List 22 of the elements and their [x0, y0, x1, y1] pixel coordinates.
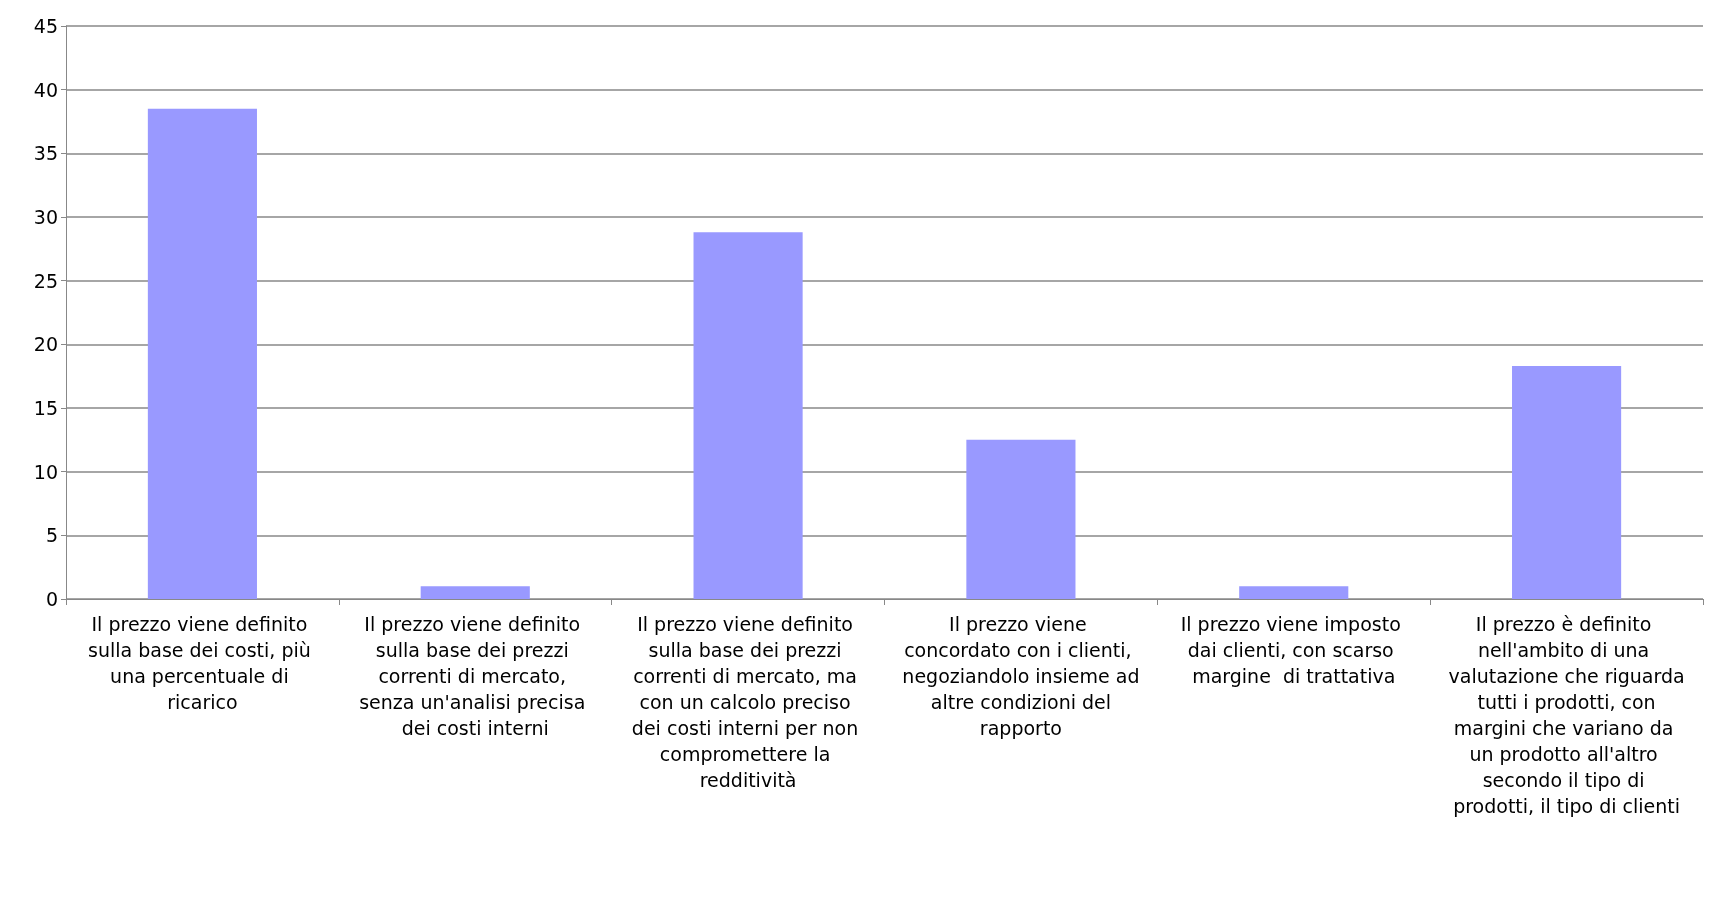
- x-tick-label: Il prezzo viene definito sulla base dei costi, più una percentuale di ricarico: [88, 613, 317, 713]
- y-tick-label: 25: [33, 269, 58, 292]
- y-tick-label: 35: [33, 142, 58, 165]
- y-tick-label: 0: [45, 588, 58, 610]
- bar: [147, 108, 257, 599]
- bar: [693, 232, 803, 599]
- y-tick-label: 15: [33, 397, 58, 419]
- bar: [420, 586, 530, 599]
- x-tick-label: Il prezzo viene concordato con i clienti, negoziandolo insieme ad altre condizioni del rapporto: [902, 613, 1140, 739]
- x-tick-label: Il prezzo viene definito sulla base dei prezzi correnti di mercato, senza un'analisi precisa dei costi interni: [359, 613, 592, 739]
- bar: [1239, 586, 1349, 599]
- y-tick-label: 10: [33, 460, 58, 483]
- y-tick-label: 30: [33, 206, 58, 228]
- y-tick-label: 45: [33, 15, 58, 37]
- bar: [966, 439, 1076, 599]
- x-tick-label: Il prezzo viene imposto dai clienti, con scarso margine di trattativa: [1180, 613, 1407, 687]
- y-tick-label: 5: [45, 524, 58, 547]
- y-tick-label: 20: [33, 333, 58, 356]
- y-tick-label: 40: [33, 78, 58, 101]
- x-tick-label: Il prezzo è definito nell'ambito di una valutazione che riguarda tutti i prodotti, con margini che variano da un prodotto all'altro secondo il tipo di prodotti, il tipo di clienti: [1448, 613, 1685, 817]
- x-tick-label: Il prezzo viene definito sulla base dei prezzi correnti di mercato, ma con un calcolo preciso dei costi interni per non compromettere la redditività: [631, 613, 865, 791]
- bar: [1512, 365, 1622, 599]
